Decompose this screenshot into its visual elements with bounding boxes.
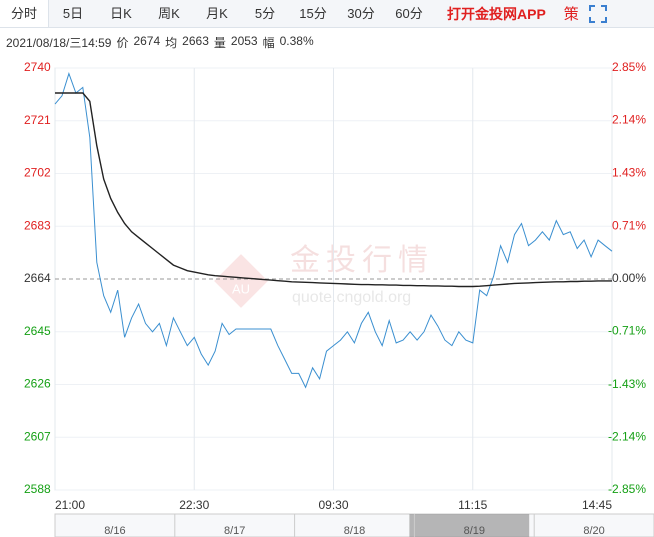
y-tick-label: 2626 (24, 377, 51, 391)
series-line (55, 92, 612, 288)
watermark-url: quote.cngold.org (292, 289, 411, 306)
y-tick-label: 2721 (24, 113, 51, 127)
y-tick-label: 2683 (24, 218, 51, 232)
navigator-date: 8/17 (224, 525, 245, 537)
navigator-date: 8/20 (583, 525, 604, 537)
value: 2663 (182, 34, 209, 48)
tab[interactable]: 30分 (347, 6, 375, 21)
value: 2053 (230, 34, 258, 48)
x-tick-label: 22:30 (179, 498, 209, 512)
y2-tick-label: -0.71% (608, 324, 646, 338)
y2-tick-label: 1.43% (612, 165, 646, 179)
y-tick-label: 2740 (24, 60, 51, 74)
label: 均 (165, 36, 178, 50)
watermark-title: 金投行情 (290, 244, 434, 277)
series-line (54, 72, 613, 389)
tab-list: 分时 5日 日K 周K 月K 5分 15分 30分 60分 (0, 0, 433, 27)
expand-icon[interactable] (588, 4, 607, 23)
navigator-date: 8/19 (464, 525, 485, 537)
watermark-logo (214, 254, 268, 308)
y2-tick-label: 0.00% (612, 271, 646, 285)
label: 价 (116, 36, 129, 50)
label: 量 (213, 36, 226, 50)
y2-tick-label: -1.43% (608, 377, 646, 391)
datetime: 2021/08/18/三14:59 (6, 36, 112, 50)
y-tick-label: 2645 (24, 324, 51, 338)
x-tick-label: 21:00 (55, 498, 85, 512)
y-tick-label: 2588 (24, 482, 51, 496)
tab[interactable]: 周K (158, 6, 180, 21)
watermark: AU 金投行情 quote.cngold.org (214, 244, 434, 308)
x-tick-label: 14:45 (582, 498, 612, 512)
value: 2674 (133, 34, 161, 48)
value: 0.38% (279, 34, 314, 48)
x-tick-label: 09:30 (318, 498, 348, 512)
y2-tick-label: 2.85% (612, 60, 646, 74)
navigator-selection (409, 514, 530, 537)
tab[interactable]: 5分 (254, 6, 276, 21)
y2-tick-label: 2.14% (612, 113, 646, 127)
y-tick-label: 2702 (24, 166, 51, 180)
tab[interactable]: 5日 (62, 6, 84, 21)
label: 幅 (262, 36, 275, 50)
watermark-badge: AU (232, 281, 250, 296)
tab-bar: 分时 5日 日K 周K 月K 5分 15分 30分 60分 打开金投网APP 策 (0, 0, 654, 28)
navigator-date: 8/16 (104, 525, 125, 537)
tab[interactable]: 60分 (395, 6, 423, 21)
y2-tick-label: -2.14% (608, 430, 646, 444)
tab[interactable]: 分时 (0, 0, 49, 27)
y2-tick-label: -2.85% (608, 482, 646, 496)
strategy-icon[interactable]: 策 (563, 6, 579, 23)
x-tick-label: 11:15 (458, 498, 487, 512)
app-link[interactable]: 打开金投网APP (447, 5, 546, 22)
tab[interactable]: 日K (110, 6, 132, 21)
tab[interactable]: 月K (206, 6, 228, 21)
y2-tick-label: 0.71% (612, 219, 646, 233)
tab[interactable]: 15分 (299, 6, 327, 21)
y-tick-label: 2664 (24, 271, 51, 285)
y-tick-label: 2607 (24, 429, 51, 443)
info-bar: 2021/08/18/三14:59 价 2674 均 2663 量 2053 幅 0.3… (6, 34, 314, 51)
navigator-date: 8/18 (344, 525, 365, 537)
